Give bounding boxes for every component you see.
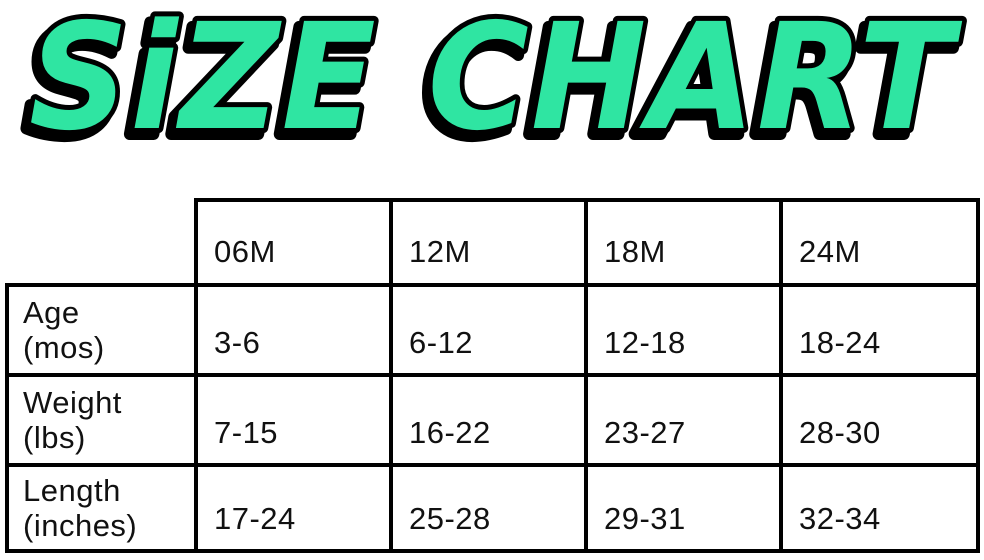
cell-length-06m: 17-24 <box>198 467 393 553</box>
row-label-length-unit: (inches) <box>23 508 138 543</box>
row-label-length-name: Length <box>23 472 121 508</box>
cell-weight-06m: 7-15 <box>198 377 393 467</box>
corner-spacer-cell <box>5 198 198 287</box>
cell-weight-18m: 23-27 <box>588 377 783 467</box>
title-shadow-text: SiZE CHART <box>24 0 957 160</box>
column-header-18m: 18M <box>588 198 783 287</box>
size-chart-title: SiZE CHART SiZE CHART <box>18 0 965 160</box>
row-label-weight-name: Weight <box>23 384 122 420</box>
column-header-24m: 24M <box>783 198 980 287</box>
cell-weight-24m: 28-30 <box>783 377 980 467</box>
title-text: SiZE CHART <box>29 0 962 160</box>
cell-length-24m: 32-34 <box>783 467 980 553</box>
column-header-06m: 06M <box>198 198 393 287</box>
size-chart-table: 06M 12M 18M 24M Age (mos) 3-6 6-12 12-18… <box>5 198 980 553</box>
row-label-length: Length (inches) <box>5 467 198 553</box>
row-label-age: Age (mos) <box>5 287 198 377</box>
cell-age-18m: 12-18 <box>588 287 783 377</box>
cell-length-18m: 29-31 <box>588 467 783 553</box>
row-label-weight-unit: (lbs) <box>23 420 86 455</box>
cell-age-12m: 6-12 <box>393 287 588 377</box>
cell-age-24m: 18-24 <box>783 287 980 377</box>
cell-length-12m: 25-28 <box>393 467 588 553</box>
column-header-12m: 12M <box>393 198 588 287</box>
cell-weight-12m: 16-22 <box>393 377 588 467</box>
row-label-age-unit: (mos) <box>23 330 105 365</box>
row-label-weight: Weight (lbs) <box>5 377 198 467</box>
row-label-age-name: Age <box>23 294 80 330</box>
cell-age-06m: 3-6 <box>198 287 393 377</box>
